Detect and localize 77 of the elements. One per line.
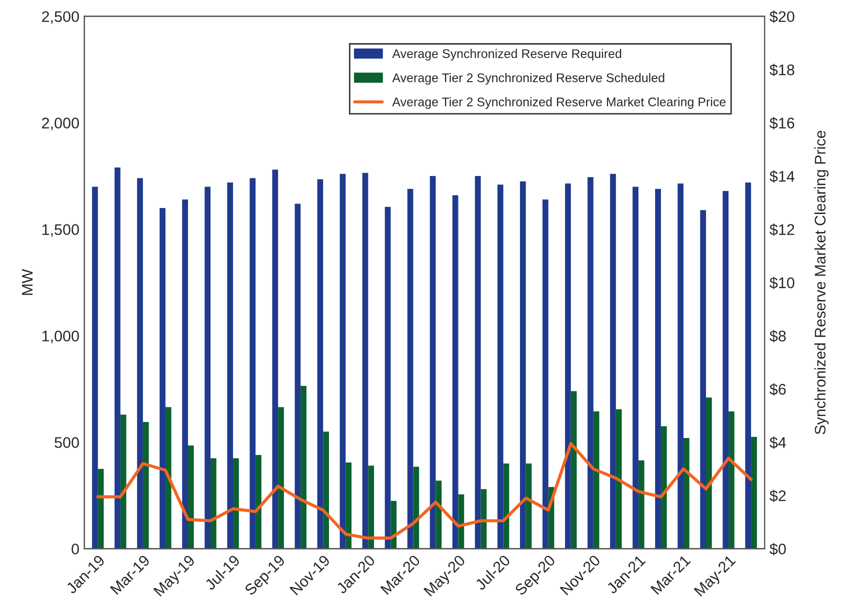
y2-tick-label: $4 bbox=[770, 436, 786, 449]
bar bbox=[706, 398, 712, 549]
bar bbox=[436, 480, 442, 549]
legend-label: Average Synchronized Reserve Required bbox=[392, 48, 622, 61]
y-tick-label: 2,500 bbox=[42, 11, 79, 24]
bar bbox=[542, 199, 548, 549]
bar bbox=[368, 466, 374, 549]
bar bbox=[728, 411, 734, 549]
bar bbox=[616, 409, 622, 549]
y2-axis-title: Synchronized Reserve Market Clearing Price bbox=[814, 130, 829, 434]
bar bbox=[588, 177, 594, 549]
y-tick-label: 500 bbox=[54, 437, 79, 448]
bar bbox=[390, 500, 397, 549]
bar bbox=[683, 438, 690, 549]
y2-tick-label: $8 bbox=[770, 330, 786, 342]
bar bbox=[120, 414, 126, 549]
bar bbox=[520, 181, 526, 549]
y2-tick-label: $20 bbox=[770, 10, 794, 23]
y2-tick-label: $14 bbox=[770, 170, 794, 183]
bar bbox=[346, 462, 352, 549]
bar bbox=[700, 210, 706, 549]
bar bbox=[362, 172, 368, 549]
bar bbox=[722, 190, 729, 549]
bar bbox=[474, 176, 481, 549]
bar bbox=[655, 188, 661, 549]
bar bbox=[570, 391, 577, 549]
bar bbox=[413, 466, 420, 549]
bar bbox=[227, 182, 234, 549]
legend-label: Average Tier 2 Synchronized Reserve Market Clearing Price bbox=[392, 97, 726, 109]
bar bbox=[272, 170, 278, 549]
bar bbox=[137, 178, 143, 549]
bar bbox=[340, 174, 346, 549]
bar bbox=[452, 195, 458, 549]
bar bbox=[294, 204, 301, 549]
bar bbox=[300, 386, 306, 549]
bar bbox=[497, 184, 504, 549]
y2-tick-label: $0 bbox=[770, 542, 786, 556]
y2-tick-label: $6 bbox=[770, 383, 786, 396]
bar bbox=[250, 178, 256, 549]
bar bbox=[638, 460, 644, 549]
bar bbox=[92, 186, 98, 549]
y-tick-label: 1,500 bbox=[42, 224, 79, 237]
bar bbox=[593, 411, 600, 549]
y2-tick-label: $10 bbox=[770, 276, 794, 290]
bar bbox=[323, 432, 329, 549]
bar bbox=[660, 426, 667, 549]
y-tick-label: 1,000 bbox=[42, 330, 79, 344]
bar bbox=[678, 184, 684, 549]
bar bbox=[256, 455, 262, 549]
bar bbox=[165, 407, 172, 549]
legend-label: Average Tier 2 Synchronized Reserve Scheduled bbox=[392, 73, 664, 85]
bar bbox=[188, 445, 194, 549]
y2-tick-label: $16 bbox=[770, 117, 794, 130]
bar bbox=[384, 206, 391, 549]
bar bbox=[233, 458, 239, 549]
y2-tick-label: $18 bbox=[770, 64, 794, 76]
y-axis-title: MW bbox=[22, 269, 33, 295]
bar bbox=[751, 436, 757, 549]
bar bbox=[210, 458, 216, 549]
line-series bbox=[96, 442, 753, 540]
bar bbox=[565, 184, 571, 549]
bar bbox=[407, 188, 414, 549]
bar bbox=[114, 168, 120, 549]
bar bbox=[745, 182, 752, 549]
y-tick-label: 0 bbox=[72, 544, 79, 554]
bar bbox=[182, 199, 188, 549]
bar bbox=[204, 186, 211, 549]
bar bbox=[317, 179, 324, 549]
bar bbox=[430, 176, 436, 549]
bar bbox=[142, 422, 149, 549]
y2-tick-label: $2 bbox=[770, 490, 786, 502]
bar bbox=[610, 174, 616, 549]
bar bbox=[160, 208, 166, 549]
y2-tick-label: $12 bbox=[770, 224, 794, 236]
bar bbox=[278, 407, 284, 549]
bar bbox=[632, 186, 638, 549]
y-tick-label: 2,000 bbox=[42, 118, 79, 130]
